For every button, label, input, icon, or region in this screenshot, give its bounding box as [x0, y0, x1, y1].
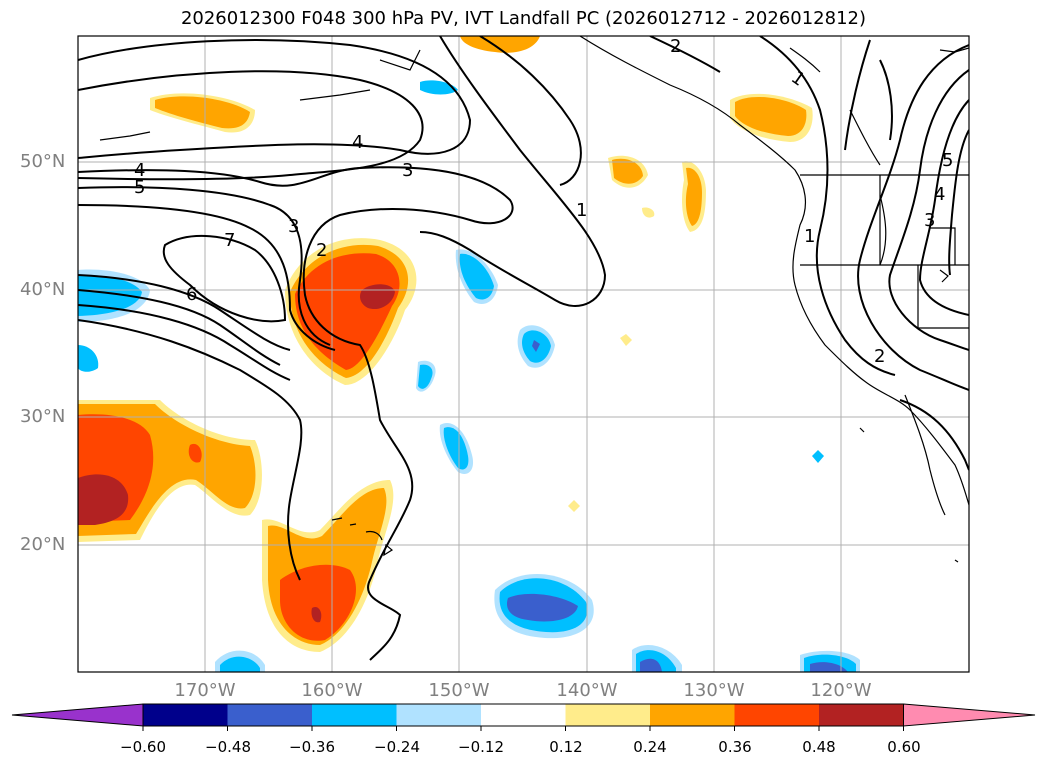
colorbar-segment [650, 704, 735, 726]
positive-blob-north [150, 36, 813, 512]
colorbar-tick-label: −0.60 [120, 738, 166, 756]
contour-label: 1 [576, 200, 587, 221]
lon-label: 160°W [301, 680, 363, 701]
contour-label: 1 [804, 226, 815, 247]
coastlines [99, 36, 969, 563]
positive-blob-west [78, 400, 262, 542]
colorbar-tick-label: 0.24 [633, 738, 667, 756]
shaded-field [78, 36, 860, 672]
contour-label: 7 [224, 230, 235, 251]
colorbar-tick-label: −0.36 [289, 738, 335, 756]
map-frame [77, 35, 970, 673]
colorbar-tick-label: 0.36 [718, 738, 752, 756]
lon-label: 150°W [428, 680, 490, 701]
colorbar-segment [481, 704, 566, 726]
map-title: 2026012300 F048 300 hPa PV, IVT Landfall… [180, 8, 867, 29]
colorbar-segment [227, 704, 312, 726]
colorbar-tick-label: 0.48 [802, 738, 836, 756]
colorbar-segment [312, 704, 397, 726]
colorbar-tick-label: 0.12 [549, 738, 583, 756]
lon-label: 140°W [556, 680, 618, 701]
contour-label: 3 [402, 160, 413, 181]
pv-contours [78, 36, 969, 661]
contour-label: 5 [134, 177, 145, 198]
colorbar-tick-label: −0.24 [374, 738, 420, 756]
colorbar-tick-label: 0.60 [887, 738, 921, 756]
contour-label: 2 [874, 346, 885, 367]
contour-label: 3 [924, 210, 935, 231]
lat-label: 20°N [20, 534, 66, 555]
colorbar-segment [143, 704, 228, 726]
contour-label: 6 [186, 284, 197, 305]
contour-label: 2 [670, 36, 681, 57]
negative-blobs [78, 80, 860, 672]
contour-label: 4 [134, 160, 145, 181]
lon-label: 120°W [810, 680, 872, 701]
colorbar [11, 703, 1036, 731]
lat-label: 30°N [20, 406, 66, 427]
gridlines [78, 36, 969, 672]
contour-label: 3 [288, 216, 299, 237]
lon-label: 130°W [683, 680, 745, 701]
colorbar-segment [819, 704, 904, 726]
contour-labels: 2 1 4 3 4 5 7 3 2 6 1 1 2 5 4 3 [134, 36, 953, 367]
positive-blob-south [262, 480, 394, 652]
contour-label: 5 [942, 150, 953, 171]
contour-label: 2 [316, 240, 327, 261]
colorbar-tick-label: −0.48 [205, 738, 251, 756]
positive-blob-central [285, 238, 417, 385]
lon-label: 170°W [174, 680, 236, 701]
colorbar-segment [565, 704, 650, 726]
colorbar-tick-label: −0.12 [458, 738, 504, 756]
colorbar-extend-right [903, 703, 1036, 727]
colorbar-segment [734, 704, 819, 726]
map-area [78, 36, 969, 672]
lat-label: 40°N [20, 279, 66, 300]
colorbar-extend-left [11, 703, 144, 727]
lat-label: 50°N [20, 151, 66, 172]
contour-label: 4 [934, 184, 945, 205]
colorbar-segment [396, 704, 481, 726]
contour-label: 4 [352, 132, 363, 153]
colorbar-frame [142, 703, 904, 727]
